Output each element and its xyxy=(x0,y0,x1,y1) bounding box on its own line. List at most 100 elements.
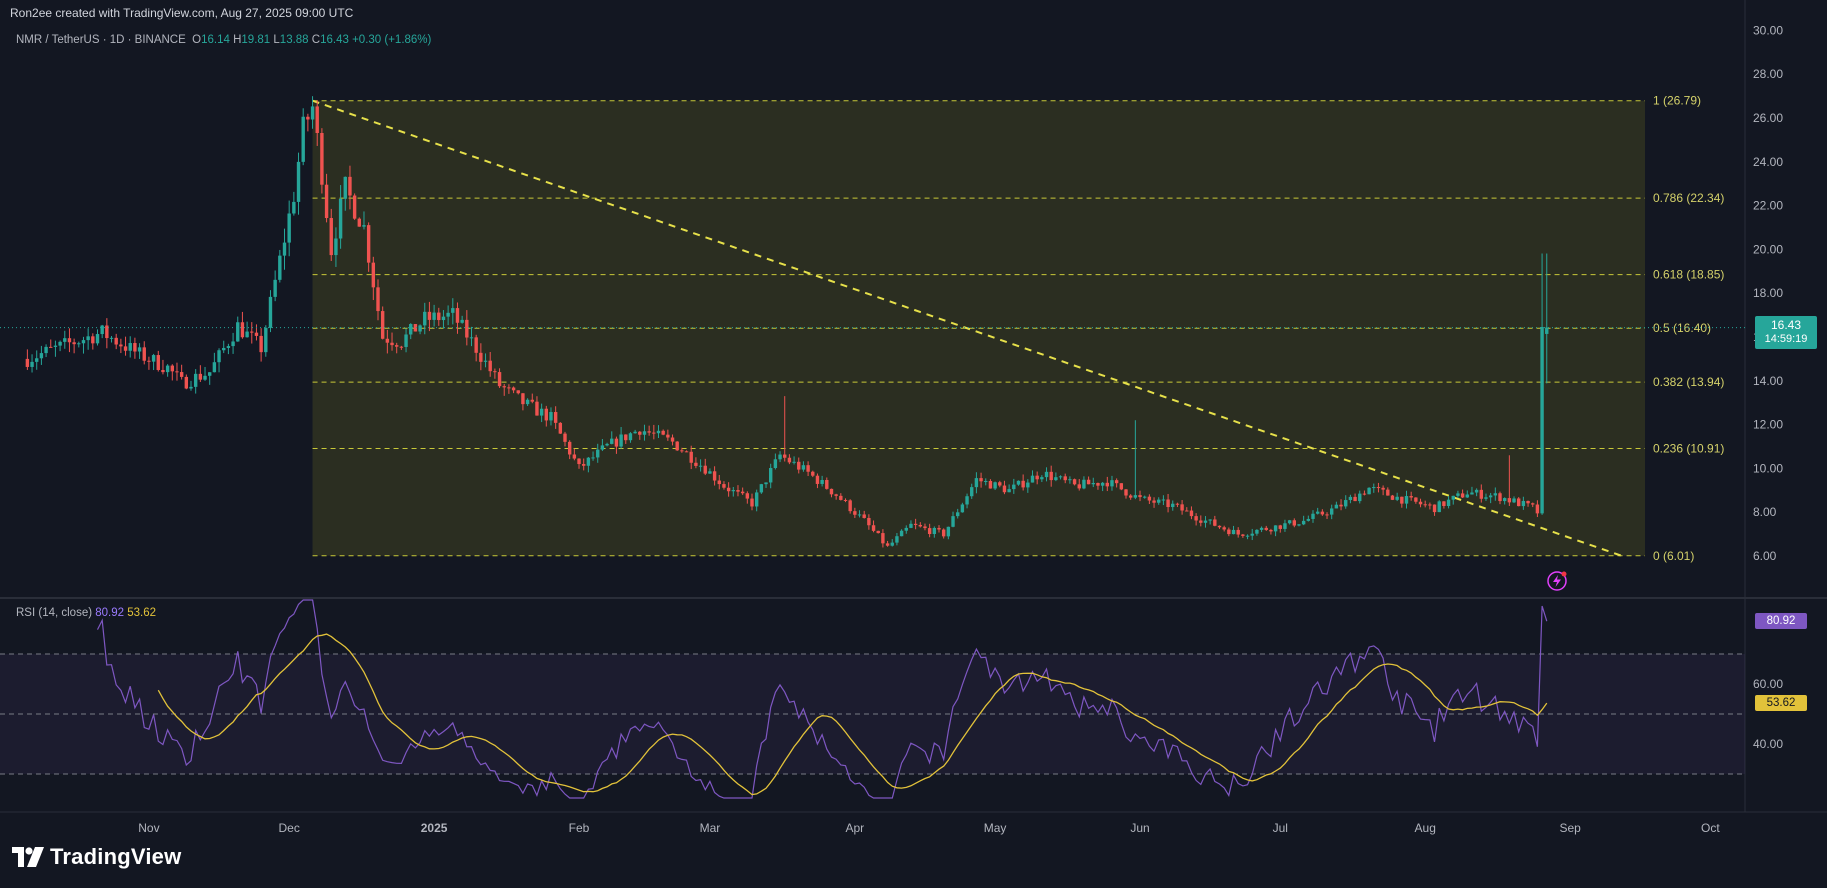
candle-body xyxy=(413,324,418,332)
candle-body xyxy=(474,337,478,353)
candle-body xyxy=(86,336,90,341)
candle-body xyxy=(689,451,693,463)
candle-body xyxy=(179,372,184,377)
candle-body xyxy=(960,504,965,513)
candle-body xyxy=(988,480,993,489)
candle-body xyxy=(1189,510,1194,517)
candle-body xyxy=(250,331,254,333)
candle-body xyxy=(666,434,670,438)
candle-body xyxy=(656,430,661,434)
last-price-tag: 16.43 14:59:19 xyxy=(1755,316,1817,349)
candle-body xyxy=(114,337,118,345)
candle-body xyxy=(380,311,385,339)
candle-body xyxy=(1143,496,1147,498)
candle-body xyxy=(970,487,974,497)
price-axis-tick: 18.00 xyxy=(1753,286,1783,300)
low-value: 13.88 xyxy=(279,34,309,46)
candle-body xyxy=(544,408,548,421)
lightning-alert-icon[interactable] xyxy=(1546,570,1568,592)
candle-body xyxy=(67,338,72,343)
candle-body xyxy=(787,457,792,463)
candle-body xyxy=(750,498,754,507)
candle-body xyxy=(1362,493,1367,495)
candle-body xyxy=(1474,489,1479,493)
candle-body xyxy=(825,479,829,489)
candle-body xyxy=(909,523,913,528)
time-axis-label: Dec xyxy=(279,821,300,835)
candle-body xyxy=(684,451,689,453)
candle-body xyxy=(278,255,282,280)
rsi-axis-tick: 40.00 xyxy=(1753,737,1783,751)
candle-body xyxy=(203,375,207,380)
time-axis-label: Aug xyxy=(1415,821,1436,835)
candle-body xyxy=(1054,477,1058,481)
candle-body xyxy=(797,461,801,470)
candle-body xyxy=(455,308,460,323)
candle-body xyxy=(352,195,357,219)
candle-body xyxy=(951,516,955,527)
candle-body xyxy=(1446,499,1451,507)
tradingview-logo[interactable]: TradingView xyxy=(12,844,181,870)
fib-level-label: 1 (26.79) xyxy=(1653,94,1701,108)
candle-body xyxy=(315,106,319,134)
change-value: +0.30 (+1.86%) xyxy=(352,34,432,46)
candle-body xyxy=(563,433,567,442)
candle-body xyxy=(1325,514,1329,516)
candle-body xyxy=(119,344,123,347)
time-axis-label: Jul xyxy=(1273,821,1288,835)
candle-body xyxy=(806,465,810,472)
candle-body xyxy=(1245,535,1250,537)
open-label: O xyxy=(192,34,202,46)
candle-body xyxy=(310,106,315,120)
candle-body xyxy=(1124,489,1128,496)
candle-body xyxy=(395,345,399,347)
candle-body xyxy=(633,431,637,434)
candle-body xyxy=(1292,520,1296,526)
candle-body xyxy=(979,478,983,482)
time-axis-label: Mar xyxy=(700,821,721,835)
candle-body xyxy=(558,422,563,434)
candle-body xyxy=(217,350,221,363)
candle-body xyxy=(212,362,217,373)
candle-body xyxy=(1157,499,1161,503)
candle-body xyxy=(754,492,759,507)
candle-body xyxy=(77,343,81,345)
candle-body xyxy=(876,530,880,534)
candle-body xyxy=(1026,482,1030,488)
price-axis-tick: 12.00 xyxy=(1753,418,1783,432)
candle-body xyxy=(759,484,764,493)
open-value: 16.14 xyxy=(201,34,230,46)
candle-body xyxy=(998,482,1002,486)
candle-body xyxy=(539,408,544,416)
candle-body xyxy=(296,161,301,202)
candle-body xyxy=(334,238,338,256)
candle-body xyxy=(853,511,857,515)
candle-body xyxy=(362,225,366,227)
candle-body xyxy=(385,338,390,343)
fib-level-label: 0.5 (16.40) xyxy=(1653,321,1711,335)
candle-body xyxy=(502,386,506,388)
candle-body xyxy=(222,347,226,351)
candle-body xyxy=(432,312,436,320)
candle-body xyxy=(857,514,862,516)
symbol-legend[interactable]: NMR / TetherUS · 1D · BINANCE O16.14 H19… xyxy=(16,34,431,46)
candle-body xyxy=(745,493,750,499)
candle-body xyxy=(1030,475,1035,483)
candle-body xyxy=(1301,520,1306,525)
price-axis-tick: 14.00 xyxy=(1753,374,1783,388)
rsi-legend[interactable]: RSI (14, close) 80.92 53.62 xyxy=(16,607,156,619)
rsi-value-tag: 80.92 xyxy=(1755,613,1807,630)
tradingview-logo-icon xyxy=(12,847,44,867)
price-axis-tick: 22.00 xyxy=(1753,199,1783,213)
candle-body xyxy=(493,371,497,373)
candle-body xyxy=(72,342,76,345)
candle-body xyxy=(1456,493,1460,496)
candle-body xyxy=(39,353,44,359)
candle-body xyxy=(193,373,198,387)
candle-body xyxy=(1096,482,1100,486)
candle-body xyxy=(1502,498,1507,502)
candle-body xyxy=(535,401,539,416)
rsi-legend-label: RSI (14, close) xyxy=(16,607,93,619)
candle-body xyxy=(712,471,717,481)
